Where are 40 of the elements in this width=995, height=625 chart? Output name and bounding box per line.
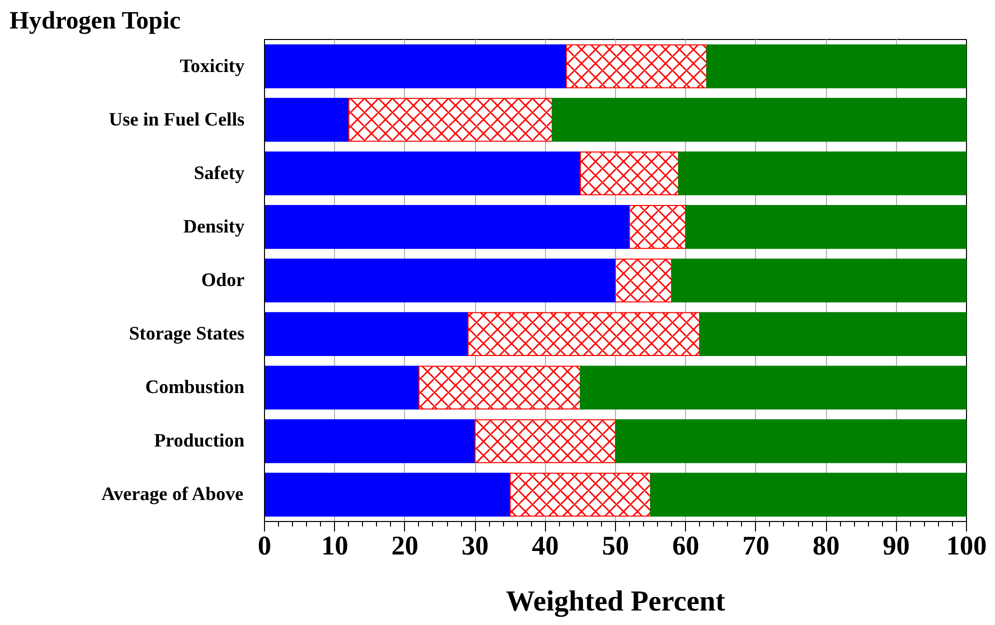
y-tick-label: Use in Fuel Cells	[108, 109, 245, 130]
y-tick-label: Toxicity	[180, 56, 245, 77]
bar	[615, 419, 966, 464]
y-tick-label: Combustion	[145, 377, 245, 398]
x-tick-label: 10	[321, 530, 348, 560]
x-tick-label: 100	[946, 530, 987, 560]
bar	[264, 366, 420, 410]
x-tick-label: 50	[602, 530, 629, 560]
bar	[264, 98, 350, 142]
x-tick-label: 60	[672, 530, 700, 560]
bar	[699, 312, 966, 356]
bar	[264, 258, 616, 302]
y-tick-label: Density	[183, 216, 245, 238]
x-tick-label: 20	[391, 530, 418, 560]
bar	[264, 151, 581, 196]
bar	[264, 472, 511, 517]
y-axis-title: Hydrogen Topic	[10, 8, 181, 34]
x-tick-label: 40	[532, 530, 559, 560]
bar	[685, 205, 966, 249]
x-tick-label: 80	[812, 530, 840, 560]
x-tick-label: 90	[882, 530, 910, 560]
y-tick-label: Average of Above	[101, 484, 244, 506]
bar	[678, 151, 966, 196]
y-tick-label: Odor	[201, 270, 246, 291]
bar	[580, 366, 966, 410]
x-tick-label: 30	[462, 530, 489, 560]
bar	[264, 44, 567, 88]
y-tick-label: Safety	[194, 162, 245, 184]
bar	[264, 312, 469, 356]
bar	[264, 419, 476, 464]
bar	[264, 205, 630, 249]
bar	[671, 258, 966, 302]
x-tick-label: 70	[742, 530, 770, 560]
bar	[552, 98, 966, 142]
x-tick-label: 0	[258, 530, 272, 560]
bar	[706, 44, 966, 88]
y-tick-label: Production	[154, 430, 245, 452]
y-tick-label: Storage States	[128, 324, 245, 345]
x-axis-title: Weighted Percent	[506, 586, 726, 618]
bar	[650, 472, 966, 517]
